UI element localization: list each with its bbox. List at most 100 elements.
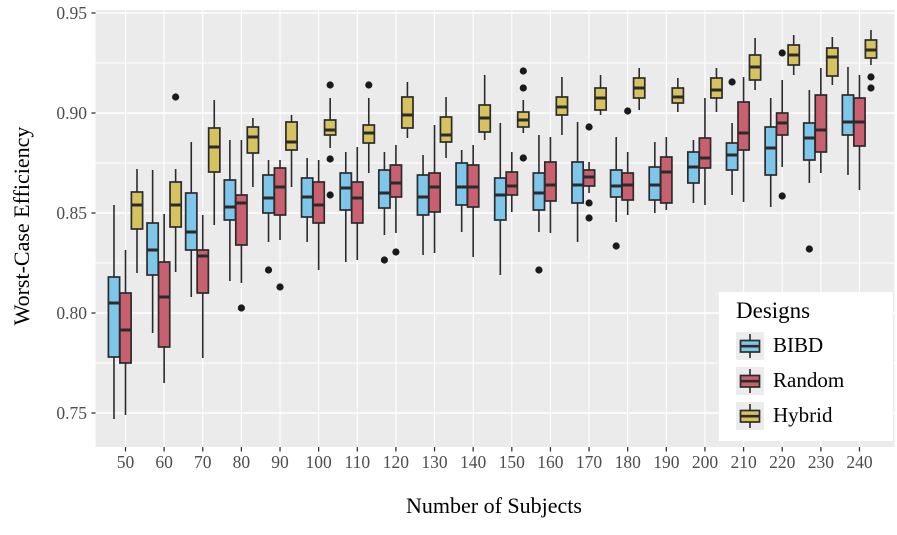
x-tick-label: 60 [155, 452, 173, 472]
outlier-dot-random-220 [778, 49, 786, 57]
legend-item-bibd: BIBD [736, 328, 893, 363]
outlier-dot-bibd-120 [380, 256, 389, 264]
y-tick-label: 0.85 [56, 203, 87, 223]
outlier-dot-hybrid-240 [867, 73, 875, 81]
box-random-150 [505, 171, 519, 196]
box-bibd-180 [609, 169, 623, 198]
box-random-70 [196, 249, 210, 294]
box-random-230 [814, 94, 828, 153]
x-tick-label: 50 [117, 452, 135, 472]
box-random-130 [428, 172, 441, 213]
x-tick-label: 170 [576, 452, 603, 472]
legend-item-random: Random [736, 363, 893, 398]
box-random-80 [234, 194, 248, 246]
box-bibd-70 [184, 192, 198, 251]
outlier-dot-bibd-160 [535, 266, 543, 274]
outlier-dot-random-90 [276, 283, 284, 291]
y-axis-title: Worst-Case Efficiency [9, 126, 34, 326]
outlier-dot-hybrid-150 [519, 67, 527, 75]
boxplot-key-icon [736, 331, 764, 360]
box-bibd-90 [262, 174, 275, 214]
x-tick-label: 190 [653, 452, 680, 472]
x-tick-label: 140 [460, 452, 487, 472]
box-hybrid-80 [246, 126, 260, 154]
x-tick-label: 120 [383, 452, 410, 472]
x-tick-label: 230 [808, 452, 835, 472]
x-tick-label: 110 [344, 452, 370, 472]
box-bibd-120 [377, 169, 391, 209]
x-tick-label: 160 [537, 452, 564, 472]
x-tick-label: 90 [271, 452, 289, 472]
box-random-110 [350, 181, 364, 224]
outlier-dot-hybrid-110 [365, 81, 373, 89]
box-bibd-140 [455, 162, 469, 206]
boxplot-key-icon [736, 401, 764, 430]
outlier-dot-hybrid-240 [867, 84, 875, 92]
x-tick-label: 180 [615, 452, 642, 472]
box-random-160 [543, 161, 557, 202]
legend-label-random: Random [773, 368, 845, 392]
box-hybrid-130 [439, 116, 453, 143]
legend: Designs BIBD Random [719, 292, 893, 441]
box-random-200 [698, 137, 712, 169]
outlier-dot-hybrid-100 [326, 191, 334, 199]
x-tick-label: 130 [421, 452, 448, 472]
outlier-dot-hybrid-60 [172, 93, 180, 101]
x-tick-label: 220 [769, 452, 796, 472]
box-random-60 [157, 261, 171, 348]
x-tick-label: 210 [730, 452, 757, 472]
box-hybrid-50 [130, 191, 144, 230]
box-bibd-130 [416, 174, 430, 216]
y-tick-label: 0.90 [56, 103, 87, 123]
box-random-210 [737, 101, 751, 151]
box-hybrid-90 [285, 121, 298, 151]
outlier-dot-bibd-210 [728, 78, 736, 86]
legend-title: Designs [736, 298, 811, 323]
outlier-dot-hybrid-100 [326, 155, 334, 163]
box-bibd-50 [107, 276, 121, 358]
y-tick-label: 0.95 [56, 3, 87, 23]
outlier-dot-bibd-90 [264, 266, 273, 274]
outlier-dot-hybrid-150 [519, 154, 527, 162]
legend-item-hybrid: Hybrid [736, 398, 893, 433]
outlier-dot-bibd-230 [805, 245, 813, 253]
outlier-dot-random-170 [585, 123, 593, 131]
box-bibd-80 [223, 179, 237, 221]
x-tick-label: 80 [233, 452, 251, 472]
x-axis-title: Number of Subjects [406, 493, 582, 518]
x-tick-label: 70 [194, 452, 212, 472]
box-hybrid-230 [825, 47, 839, 77]
legend-label-bibd: BIBD [773, 333, 824, 357]
box-hybrid-120 [400, 96, 414, 129]
box-hybrid-100 [323, 119, 337, 136]
legend-label-hybrid: Hybrid [773, 403, 833, 427]
outlier-dot-random-170 [585, 199, 593, 207]
outlier-dot-random-220 [778, 192, 786, 200]
box-random-100 [312, 181, 326, 224]
x-tick-label: 150 [499, 452, 526, 472]
outlier-dot-hybrid-150 [519, 84, 527, 92]
box-bibd-110 [339, 172, 353, 211]
box-bibd-240 [841, 94, 855, 136]
boxplot-key-icon [736, 366, 764, 395]
outlier-dot-random-180 [624, 107, 632, 115]
box-bibd-150 [493, 177, 507, 221]
box-hybrid-70 [207, 127, 221, 173]
y-tick-label: 0.75 [56, 403, 87, 423]
box-random-190 [659, 156, 673, 204]
box-bibd-230 [802, 122, 816, 161]
outlier-dot-random-120 [392, 248, 400, 256]
outlier-dot-random-170 [585, 214, 593, 222]
x-tick-label: 240 [846, 452, 873, 472]
box-bibd-220 [764, 126, 778, 176]
box-random-120 [389, 164, 403, 198]
box-hybrid-200 [709, 77, 723, 99]
outlier-dot-random-80 [237, 304, 245, 312]
x-tick-label: 100 [306, 452, 333, 472]
outlier-dot-bibd-180 [612, 242, 620, 250]
outlier-dot-hybrid-100 [326, 81, 334, 89]
box-bibd-170 [571, 161, 585, 204]
y-tick-label: 0.80 [56, 303, 87, 323]
